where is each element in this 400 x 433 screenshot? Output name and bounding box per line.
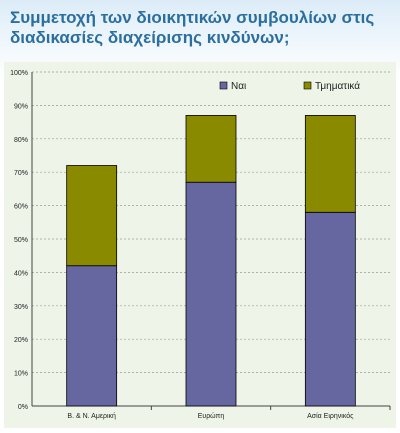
title-line-1: Συμμετοχή των διοικητικών συμβουλίων στι… — [10, 8, 375, 27]
y-tick-label: 80% — [14, 137, 28, 144]
y-tick-label: 10% — [14, 371, 28, 378]
bar-segment — [304, 115, 356, 213]
y-tick-label: 20% — [14, 337, 28, 344]
legend-label: Ναι — [231, 81, 246, 92]
y-tick-label: 40% — [14, 270, 28, 277]
bar-segment — [66, 265, 118, 407]
plot-area: 0% 10% 20% 30% 40% 50% 60% 70% 80% 90% 100% Β. & Ν.… — [4, 62, 396, 428]
y-tick-label: 90% — [14, 103, 28, 110]
page-title: Συμμετοχή των διοικητικών συμβουλίων στι… — [10, 8, 390, 48]
bar-segment — [66, 165, 118, 267]
legend-swatch — [219, 81, 228, 90]
y-tick-label: 30% — [14, 304, 28, 311]
y-tick-label: 60% — [14, 204, 28, 211]
bar-segment — [185, 181, 237, 407]
x-tick-label: Ευρώπη — [198, 412, 225, 420]
y-tick-label: 50% — [14, 237, 28, 244]
stacked-bar-chart: 0% 10% 20% 30% 40% 50% 60% 70% 80% 90% 100% Β. & Ν.… — [10, 70, 391, 420]
legend-swatch — [303, 81, 312, 90]
bar-segment — [185, 115, 237, 183]
bar-segment — [304, 211, 356, 407]
title-line-2: διαδικασίες διαχείρισης κινδύνων; — [10, 28, 290, 47]
y-tick-label: 100% — [10, 70, 28, 77]
y-tick-label: 70% — [14, 170, 28, 177]
y-tick-label: 0% — [18, 404, 28, 411]
x-tick-label: Ασία Ειρηνικός — [307, 412, 354, 420]
legend-label: Τμηματικά — [315, 80, 360, 92]
x-tick-label: Β. & Ν. Αμερική — [67, 413, 116, 420]
